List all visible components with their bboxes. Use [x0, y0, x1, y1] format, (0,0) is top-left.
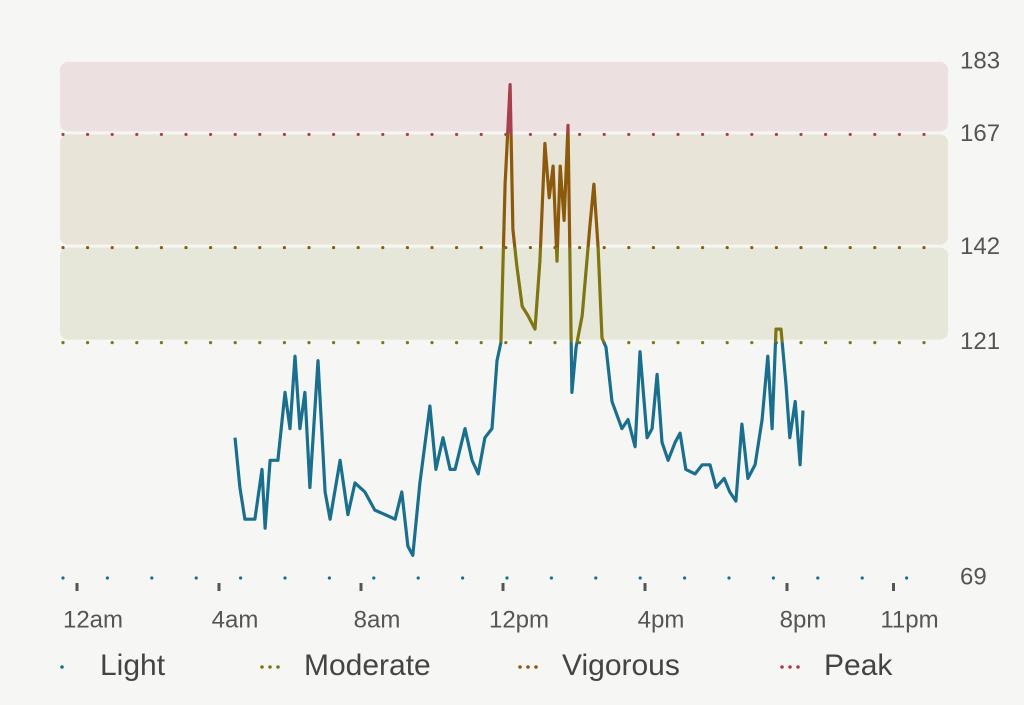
x-tick-label: 12pm	[489, 606, 549, 633]
legend-swatch	[534, 665, 538, 669]
x-tick-label: 11pm	[880, 606, 938, 633]
y-tick-label: 142	[960, 233, 1000, 260]
x-tick-label: 4am	[212, 606, 259, 633]
y-tick-label: 69	[960, 563, 987, 590]
legend-swatch	[788, 665, 792, 669]
legend-label: Vigorous	[562, 649, 680, 682]
y-tick-label: 167	[960, 120, 1000, 147]
x-tick-label: 12am	[63, 606, 123, 633]
legend-label: Moderate	[304, 649, 431, 682]
legend-swatch	[268, 665, 272, 669]
legend-swatch	[518, 665, 522, 669]
legend-swatch	[276, 665, 280, 669]
x-tick-label: 8pm	[780, 606, 827, 633]
zone-band	[60, 62, 948, 132]
legend-swatch	[526, 665, 530, 669]
y-tick-label: 121	[960, 328, 1000, 355]
y-tick-label: 183	[960, 47, 1000, 74]
legend-label: Light	[100, 649, 166, 682]
x-tick-label: 4pm	[638, 606, 685, 633]
heart-rate-line	[233, 83, 805, 557]
legend-label: Peak	[824, 649, 893, 682]
zone-band	[60, 247, 948, 340]
legend-swatch	[796, 665, 800, 669]
x-tick-label: 8am	[354, 606, 401, 633]
legend-swatch	[780, 665, 784, 669]
legend-swatch	[60, 665, 64, 669]
legend-swatch	[260, 665, 264, 669]
